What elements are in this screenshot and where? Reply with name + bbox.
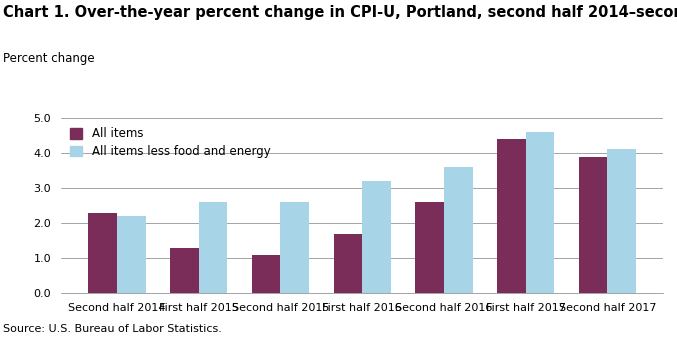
Bar (117, 216, 146, 293)
Bar (444, 167, 473, 293)
Bar (198, 202, 227, 293)
Bar (280, 202, 309, 293)
Text: Source: U.S. Bureau of Labor Statistics.: Source: U.S. Bureau of Labor Statistics. (3, 324, 222, 334)
Bar (88, 213, 117, 293)
Bar (170, 248, 198, 293)
Bar (415, 202, 444, 293)
Text: Chart 1. Over-the-year percent change in CPI-U, Portland, second half 2014–secon: Chart 1. Over-the-year percent change in… (3, 5, 677, 20)
Legend: All items, All items less food and energy: All items, All items less food and energ… (67, 124, 274, 162)
Bar (607, 150, 636, 293)
Bar (362, 181, 391, 293)
Bar (497, 139, 526, 293)
Bar (252, 255, 280, 293)
Bar (579, 156, 607, 293)
Text: Percent change: Percent change (3, 52, 95, 65)
Bar (526, 132, 554, 293)
Bar (334, 234, 362, 293)
